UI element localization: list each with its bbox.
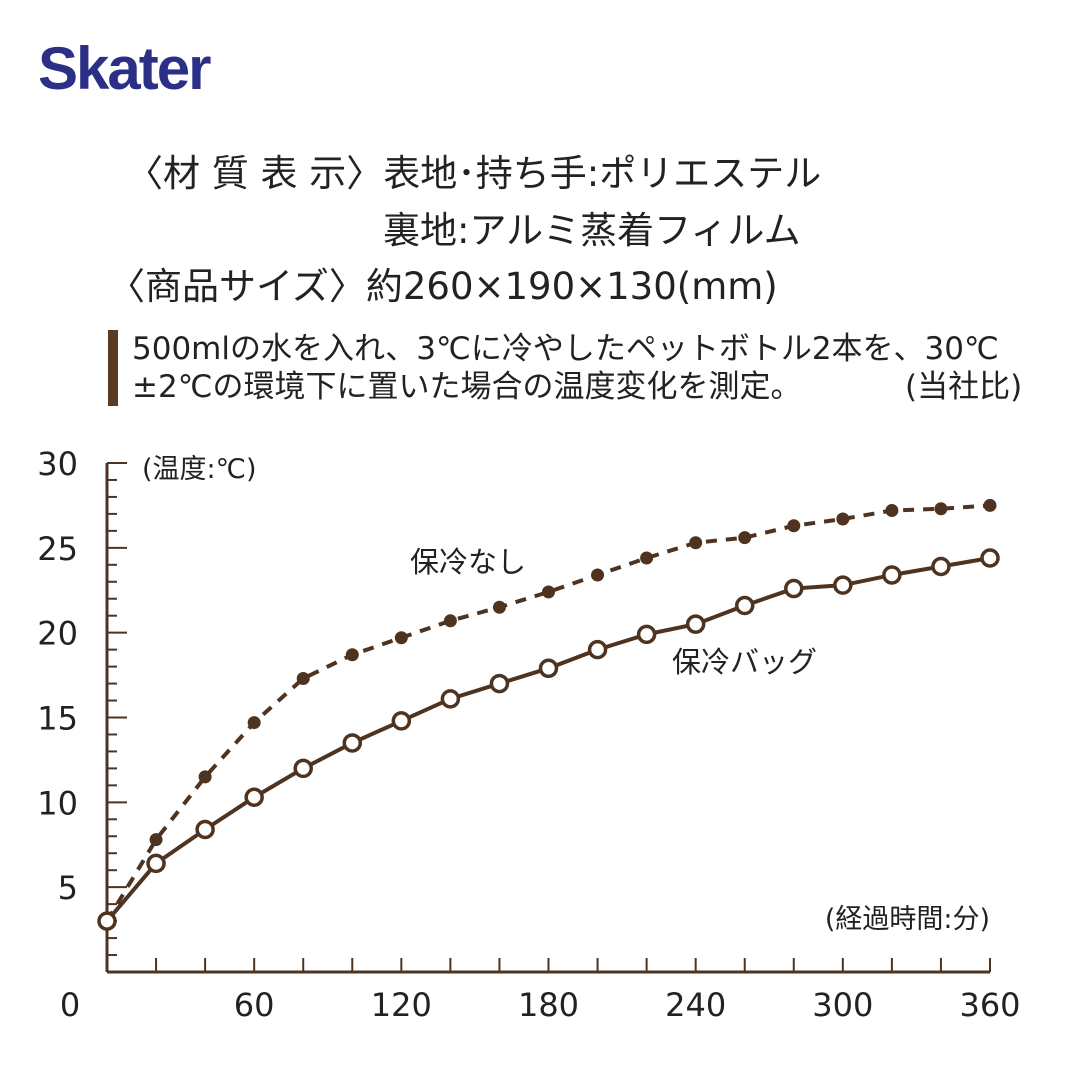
- x-tick-label: 300: [812, 986, 873, 1024]
- chart-axes: [105, 462, 991, 974]
- material-spec-outer: 〈材 質 表 示〉表地･持ち手:ポリエステル: [126, 152, 822, 195]
- series-label-cooling-bag: 保冷バッグ: [672, 645, 817, 679]
- data-point: [293, 758, 313, 779]
- data-point: [983, 498, 997, 512]
- data-point: [489, 673, 510, 694]
- data-point: [636, 624, 657, 645]
- data-point: [784, 578, 804, 599]
- data-point: [342, 733, 363, 753]
- data-point: [195, 819, 215, 840]
- data-point: [247, 716, 261, 730]
- data-point: [685, 614, 706, 634]
- test-note-reference: (当社比): [905, 369, 1023, 405]
- x-axis-label: (経過時間:分): [825, 904, 990, 935]
- data-point: [738, 531, 752, 545]
- material-spec-lining: 裏地:アルミ蒸着フィルム: [383, 209, 801, 252]
- y-tick-label: 5: [58, 869, 78, 907]
- y-tick-label: 20: [37, 615, 78, 653]
- data-point: [882, 565, 902, 585]
- test-note-line-2: ±2℃の環境下に置いた場合の温度変化を測定。: [132, 369, 802, 405]
- y-tick-label: 15: [37, 700, 78, 738]
- data-point: [149, 833, 163, 847]
- data-point: [836, 512, 850, 526]
- x-tick-label: 360: [959, 986, 1020, 1024]
- data-point: [440, 689, 461, 709]
- y-tick-label: 10: [37, 784, 78, 822]
- data-point: [833, 575, 853, 595]
- data-point: [492, 600, 506, 614]
- data-point: [244, 787, 264, 807]
- data-point: [787, 519, 801, 533]
- chart-series: [97, 498, 1000, 931]
- data-point: [689, 536, 703, 550]
- data-point: [97, 911, 117, 931]
- x-tick-label: 60: [234, 986, 275, 1024]
- y-tick-label: 30: [37, 445, 78, 483]
- data-point: [296, 671, 310, 685]
- data-point: [587, 639, 608, 660]
- data-point: [198, 770, 212, 784]
- product-size: 〈商品サイズ〉約260×190×130(mm): [108, 265, 778, 308]
- data-point: [934, 502, 948, 516]
- data-point: [734, 595, 755, 616]
- x-tick-label: 120: [371, 986, 432, 1024]
- test-note-line-1: 500mlの水を入れ、3℃に冷やしたペットボトル2本を、30℃: [132, 331, 999, 367]
- series-no-cooling: [100, 498, 997, 928]
- data-point: [980, 548, 1000, 568]
- data-point: [542, 585, 555, 599]
- x-tick-label: 180: [518, 986, 579, 1024]
- data-point: [146, 853, 166, 874]
- data-point: [443, 614, 457, 628]
- note-accent-bar: [108, 330, 118, 406]
- y-axis-label: (温度:℃): [142, 454, 257, 485]
- data-point: [391, 711, 412, 731]
- x-tick-label: 0: [60, 986, 80, 1024]
- series-line-dashed: [105, 503, 991, 923]
- data-point: [394, 631, 408, 645]
- data-point: [640, 551, 654, 565]
- data-point: [931, 556, 951, 577]
- data-point: [345, 648, 359, 662]
- series-label-no-cooling: 保冷なし: [410, 545, 526, 579]
- data-point: [538, 658, 559, 679]
- series-cooling-bag: [97, 548, 1000, 931]
- skater-logo: Skater: [38, 35, 211, 102]
- data-point: [885, 504, 899, 518]
- data-point: [591, 568, 605, 582]
- x-tick-label: 240: [665, 986, 726, 1024]
- y-tick-label: 25: [37, 530, 78, 568]
